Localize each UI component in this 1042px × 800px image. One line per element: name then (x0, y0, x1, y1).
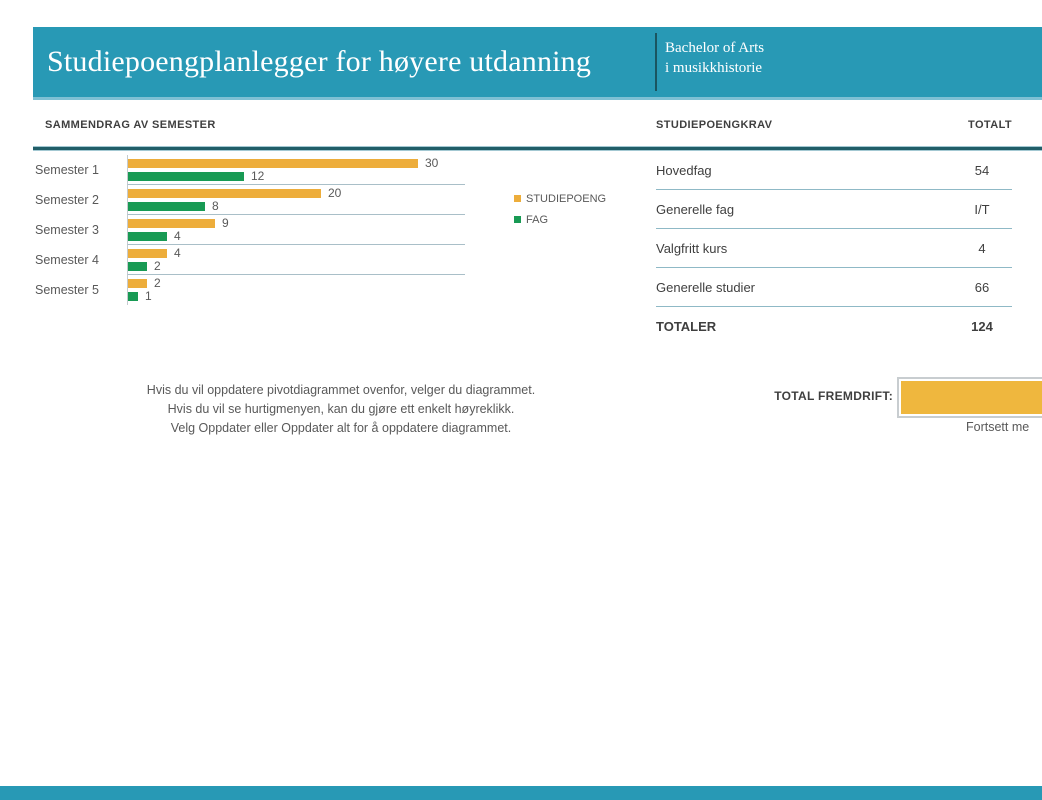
row-value[interactable]: 4 (978, 240, 986, 256)
table-row[interactable]: Generelle fag I/T (656, 190, 1012, 229)
bar-value-label: 20 (328, 186, 342, 200)
table-total-row[interactable]: TOTALER 124 (656, 307, 1012, 345)
row-label: Valgfritt kurs (656, 240, 728, 256)
degree-line1: Bachelor of Arts (665, 40, 765, 56)
table-row[interactable]: Hovedfag 54 (656, 151, 1012, 190)
bar-value-label: 2 (154, 276, 161, 290)
total-column-heading: TOTALT (968, 119, 1012, 131)
bar-value-label: 30 (425, 156, 439, 170)
row-value[interactable]: I/T (974, 201, 990, 217)
section-rule (33, 146, 1042, 151)
row-label: Generelle studier (656, 279, 755, 295)
instruction-line-3: Velg Oppdater eller Oppdater alt for å o… (170, 421, 512, 435)
table-row[interactable]: Valgfritt kurs 4 (656, 229, 1012, 268)
table-row[interactable]: Generelle studier 66 (656, 268, 1012, 307)
total-progress-fill (901, 381, 1042, 414)
requirements-table: Hovedfag 54 Generelle fag I/T Valgfritt kurs… (656, 151, 1012, 345)
bar-value-label: 9 (222, 216, 229, 230)
chart-instructions: Hvis du vil oppdatere pivotdiagrammet ov… (35, 381, 647, 438)
bar-fag: 4 (128, 230, 181, 242)
bar-fag: 2 (128, 260, 161, 272)
chart-legend: STUDIEPOENG FAG (514, 188, 606, 230)
total-progress-label: TOTAL FREMDRIFT: (774, 389, 893, 403)
bar-studiepoeng: 9 (128, 217, 229, 229)
chart-category-label: Semester 5 (35, 283, 99, 297)
total-progress-bar (897, 377, 1042, 418)
legend-swatch-studiepoeng-icon (514, 195, 521, 202)
bar-value-label: 2 (154, 259, 161, 273)
progress-caption: Fortsett me (966, 420, 1030, 434)
chart-category-label: Semester 4 (35, 253, 99, 267)
legend-label-studiepoeng: STUDIEPOENG (526, 192, 607, 205)
bar-fag: 12 (128, 170, 264, 182)
bottom-accent-strip (0, 786, 1042, 800)
bar-studiepoeng: 2 (128, 277, 161, 289)
chart-row: Semester 2 20 8 (35, 185, 465, 215)
instruction-line-1: Hvis du vil oppdatere pivotdiagrammet ov… (146, 383, 536, 397)
chart-bar-group: 30 12 (127, 155, 465, 185)
legend-item-studiepoeng: STUDIEPOENG (514, 188, 606, 209)
bar-value-label: 4 (174, 246, 181, 260)
row-value[interactable]: 54 (974, 162, 990, 178)
header-banner: Studiepoengplanlegger for høyere utdanni… (33, 27, 1042, 100)
row-label: Hovedfag (656, 162, 712, 178)
bar-value-label: 12 (251, 169, 265, 183)
row-value[interactable]: 66 (974, 279, 990, 295)
chart-row: Semester 1 30 12 (35, 155, 465, 185)
bar-studiepoeng: 20 (128, 187, 341, 199)
bar-value-label: 4 (174, 229, 181, 243)
header-divider (655, 33, 657, 91)
bar-studiepoeng: 30 (128, 157, 438, 169)
legend-item-fag: FAG (514, 209, 606, 230)
degree-block: Bachelor of Arts i musikkhistorie (665, 38, 764, 78)
chart-category-label: Semester 3 (35, 223, 99, 237)
bar-studiepoeng: 4 (128, 247, 181, 259)
bar-value-label: 8 (212, 199, 219, 213)
chart-category-label: Semester 2 (35, 193, 99, 207)
instruction-line-2: Hvis du vil se hurtigmenyen, kan du gjør… (167, 402, 515, 416)
degree-line2: i musikkhistorie (665, 60, 763, 76)
legend-label-fag: FAG (526, 213, 549, 226)
bar-fag: 1 (128, 290, 152, 302)
requirements-heading: STUDIEPOENGKRAV (656, 119, 773, 131)
legend-swatch-fag-icon (514, 216, 521, 223)
semester-summary-heading: SAMMENDRAG AV SEMESTER (45, 119, 216, 131)
bar-value-label: 1 (145, 289, 152, 303)
chart-bar-group: 20 8 (127, 185, 465, 215)
row-label: Generelle fag (656, 201, 735, 217)
chart-category-label: Semester 1 (35, 163, 99, 177)
page-title: Studiepoengplanlegger for høyere utdanni… (47, 45, 592, 78)
bar-fag: 8 (128, 200, 219, 212)
row-value[interactable]: 124 (971, 318, 993, 334)
row-label: TOTALER (656, 318, 717, 334)
